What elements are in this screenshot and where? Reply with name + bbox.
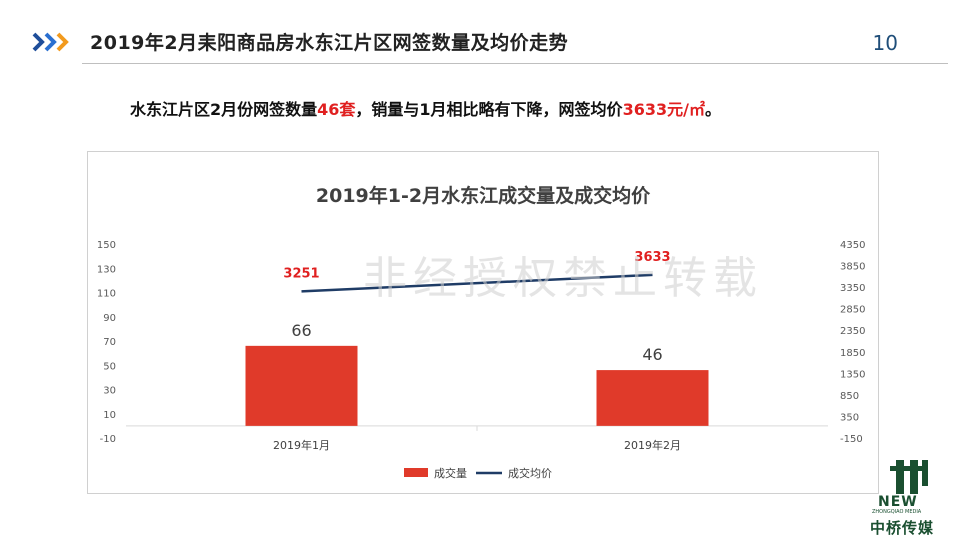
line-data-label: 3251	[283, 266, 319, 281]
page-title: 2019年2月耒阳商品房水东江片区网签数量及均价走势	[90, 32, 569, 54]
y-left-tick-label: 10	[103, 410, 116, 421]
y-right-tick-label: 2850	[840, 305, 865, 316]
y-right-tick-label: 1850	[840, 348, 865, 359]
legend-label-line: 成交均价	[508, 466, 552, 480]
x-tick-label: 2019年2月	[624, 438, 681, 452]
logo-sub: ZHONGQIAO MEDIA	[872, 509, 922, 515]
combo-chart: 2019年1-2月水东江成交量及成交均价 -10 10 30 50 70 90 110 130 1…	[97, 184, 866, 480]
watermark-text: 非经授权禁止转载	[363, 253, 763, 304]
bar-data-label: 46	[642, 345, 662, 364]
summary-price: 3633元/㎡	[622, 100, 705, 119]
logo-new: NEW	[878, 494, 918, 510]
bar-成交量	[596, 370, 709, 426]
header-divider	[82, 63, 948, 64]
y-left-tick-label: 110	[97, 289, 116, 300]
chevron-right-icon	[32, 32, 69, 52]
y-right-tick-label: 350	[840, 412, 859, 423]
y-left-tick-label: 90	[103, 313, 116, 324]
y-right-tick-label: 3350	[840, 283, 865, 294]
y-right-tick-label: 850	[840, 391, 859, 402]
y-left-tick-label: -10	[100, 434, 116, 445]
y-left-tick-label: 50	[103, 361, 116, 372]
bar-data-label: 66	[291, 321, 311, 340]
y-left-tick-label: 130	[97, 264, 116, 275]
summary-count: 46套	[317, 100, 356, 119]
summary-part1: 水东江片区2月份网签数量	[130, 100, 318, 119]
line-成交均价	[301, 273, 653, 293]
summary-part2: ，销量与1月相比略有下降，网签均价	[355, 100, 623, 119]
bar-成交量	[245, 345, 358, 426]
logo-cn: 中桥传媒	[870, 519, 935, 537]
y-left-tick-label: 150	[97, 240, 116, 251]
summary-text: 水东江片区2月份网签数量46套，销量与1月相比略有下降，网签均价3633元/㎡。	[130, 96, 721, 120]
y-right-tick-label: 1350	[840, 369, 865, 380]
y-right-tick-label: -150	[840, 434, 863, 445]
chart-container: 2019年1-2月水东江成交量及成交均价 -10 10 30 50 70 90 110 130 1…	[87, 151, 879, 494]
header: 2019年2月耒阳商品房水东江片区网签数量及均价走势 10	[0, 0, 960, 66]
legend-swatch-bar	[404, 468, 428, 477]
legend-label-bar: 成交量	[434, 466, 467, 480]
summary-part3: 。	[704, 100, 721, 119]
y-right-tick-label: 2350	[840, 326, 865, 337]
y-left-tick-label: 70	[103, 337, 116, 348]
y-left-tick-label: 30	[103, 386, 116, 397]
zhongqiao-logo-icon	[890, 460, 928, 494]
line-data-label: 3633	[634, 250, 670, 265]
x-tick-label: 2019年1月	[273, 438, 330, 452]
y-right-tick-label: 3850	[840, 262, 865, 273]
chart-title: 2019年1-2月水东江成交量及成交均价	[316, 184, 651, 207]
page-number: 10	[872, 31, 898, 55]
y-right-tick-label: 4350	[840, 240, 865, 251]
